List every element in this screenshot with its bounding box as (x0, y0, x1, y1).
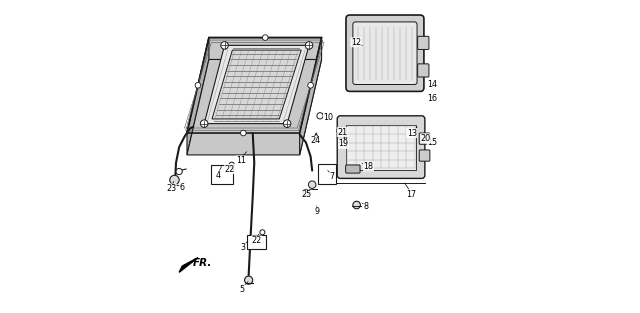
FancyBboxPatch shape (247, 235, 266, 249)
Text: 25: 25 (301, 190, 312, 199)
Circle shape (195, 82, 201, 88)
FancyBboxPatch shape (346, 125, 416, 170)
FancyBboxPatch shape (346, 165, 360, 173)
Text: 3: 3 (241, 243, 246, 252)
Circle shape (229, 162, 234, 167)
Circle shape (353, 201, 360, 209)
Text: 6: 6 (179, 183, 184, 192)
FancyBboxPatch shape (418, 64, 429, 77)
Text: 11: 11 (236, 156, 246, 165)
Text: FR.: FR. (193, 258, 212, 268)
Text: 15: 15 (427, 138, 437, 147)
Text: 17: 17 (406, 190, 416, 198)
Text: 14: 14 (427, 80, 437, 89)
FancyBboxPatch shape (211, 165, 233, 184)
Text: 9: 9 (315, 207, 320, 216)
Polygon shape (300, 38, 321, 155)
FancyBboxPatch shape (318, 164, 336, 184)
Circle shape (305, 42, 313, 49)
Text: 7: 7 (330, 172, 335, 181)
Text: 13: 13 (406, 129, 417, 137)
FancyBboxPatch shape (346, 15, 424, 91)
Polygon shape (212, 50, 301, 119)
Circle shape (176, 168, 182, 175)
Circle shape (170, 175, 179, 185)
Circle shape (303, 189, 309, 196)
FancyBboxPatch shape (419, 133, 430, 144)
Circle shape (284, 120, 291, 127)
FancyBboxPatch shape (337, 116, 425, 178)
Text: 22: 22 (225, 165, 235, 173)
Circle shape (308, 82, 314, 88)
Text: 5: 5 (240, 285, 245, 294)
Polygon shape (187, 59, 321, 155)
Polygon shape (187, 38, 321, 133)
Circle shape (337, 128, 342, 133)
Polygon shape (179, 258, 198, 272)
FancyBboxPatch shape (353, 22, 417, 85)
Text: 20: 20 (420, 134, 431, 143)
Text: 21: 21 (337, 128, 348, 136)
Circle shape (241, 130, 246, 136)
Text: 4: 4 (216, 171, 221, 180)
Circle shape (221, 42, 228, 49)
Polygon shape (204, 45, 309, 124)
Text: 24: 24 (310, 136, 321, 145)
Circle shape (317, 113, 323, 119)
FancyBboxPatch shape (419, 150, 430, 161)
Text: 16: 16 (427, 94, 437, 103)
Polygon shape (187, 38, 209, 155)
Text: 10: 10 (323, 113, 333, 122)
Text: 8: 8 (364, 202, 369, 211)
Circle shape (308, 181, 316, 188)
Circle shape (244, 276, 253, 284)
FancyBboxPatch shape (418, 36, 429, 49)
Text: 23: 23 (166, 184, 177, 193)
Text: 18: 18 (364, 162, 374, 171)
Text: 22: 22 (252, 236, 262, 245)
Text: 19: 19 (339, 140, 349, 148)
Circle shape (200, 120, 208, 127)
Circle shape (262, 35, 268, 40)
Circle shape (260, 230, 265, 235)
Text: 12: 12 (351, 38, 361, 47)
